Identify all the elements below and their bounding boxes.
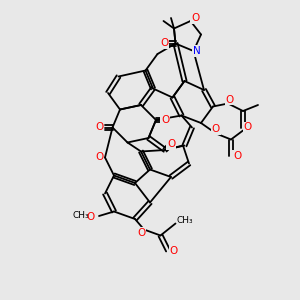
Text: O: O	[191, 13, 199, 23]
Text: O: O	[233, 151, 241, 161]
Text: O: O	[86, 212, 95, 222]
Text: O: O	[160, 38, 169, 49]
Text: O: O	[161, 115, 169, 125]
Text: O: O	[170, 245, 178, 256]
Text: O: O	[137, 227, 145, 238]
Text: O: O	[167, 139, 175, 149]
Text: O: O	[212, 124, 220, 134]
Text: O: O	[243, 122, 252, 133]
Text: N: N	[193, 46, 200, 56]
Text: O: O	[225, 95, 234, 105]
Text: CH₃: CH₃	[73, 212, 89, 220]
Text: CH₃: CH₃	[176, 216, 193, 225]
Text: O: O	[95, 122, 103, 133]
Text: O: O	[95, 152, 104, 163]
